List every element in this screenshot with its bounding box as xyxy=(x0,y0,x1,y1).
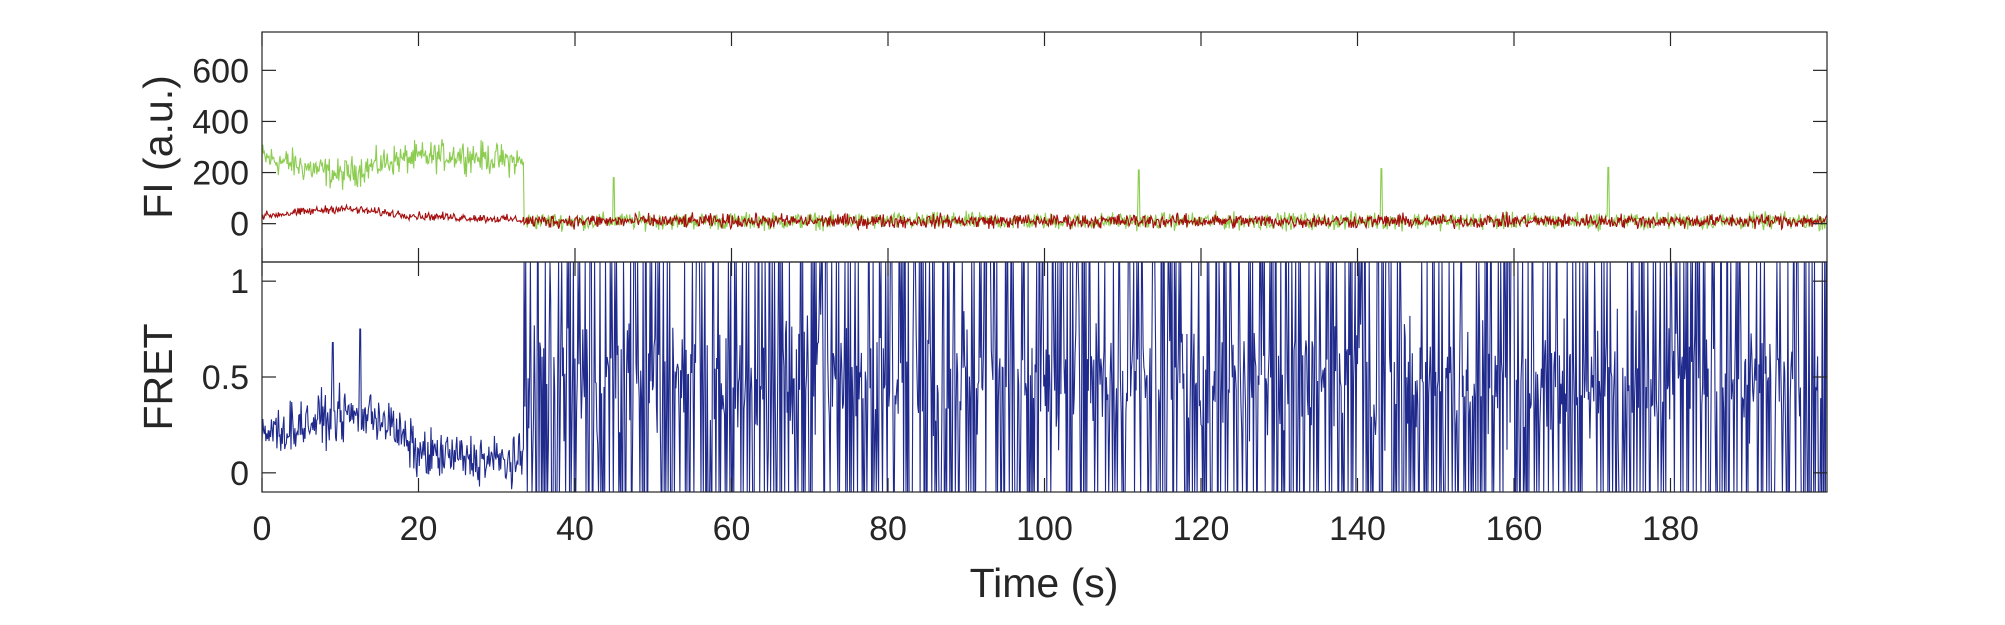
fluorescence-y-axis-label: FI (a.u.) xyxy=(135,75,181,219)
fluorescence-traces xyxy=(261,138,1828,232)
time-x-tick-label: 20 xyxy=(400,510,438,548)
time-x-tick-label: 180 xyxy=(1642,510,1699,548)
fluorescence-y-tick-label: 0 xyxy=(230,206,249,244)
fret-trace xyxy=(261,261,1828,493)
fret-series-1-line xyxy=(261,261,1828,493)
time-x-tick-label: 160 xyxy=(1486,510,1543,548)
time-x-tick-label: 40 xyxy=(556,510,594,548)
time-x-tick-label: 80 xyxy=(869,510,907,548)
time-x-tick-label: 120 xyxy=(1173,510,1230,548)
fret-ticks: 0 0.5 1 0 20 40 60 80 100 120 140 160 180 xyxy=(202,262,1827,548)
time-x-tick-label: 0 xyxy=(253,510,272,548)
time-x-tick-label: 100 xyxy=(1016,510,1073,548)
fret-y-tick-label: 0.5 xyxy=(202,359,249,397)
fluorescence-y-tick-label: 600 xyxy=(192,52,249,90)
fluorescence-series-2-line xyxy=(261,203,1828,232)
time-x-tick-label: 60 xyxy=(713,510,751,548)
fluorescence-y-ticks: 0 200 400 600 xyxy=(192,32,1827,262)
fluorescence-panel: 0 200 400 600 FI (a.u.) xyxy=(135,31,1828,263)
fluorescence-y-tick-label: 200 xyxy=(192,155,249,193)
fret-y-tick-label: 0 xyxy=(230,455,249,493)
fret-panel: 0 0.5 1 0 20 40 60 80 100 120 140 160 180 FRET Time … xyxy=(135,261,1828,606)
fret-y-axis-label: FRET xyxy=(135,323,181,430)
fluorescence-y-tick-label: 400 xyxy=(192,103,249,141)
time-x-tick-label: 140 xyxy=(1329,510,1386,548)
fret-y-tick-label: 1 xyxy=(230,263,249,301)
time-x-axis-label: Time (s) xyxy=(970,560,1119,606)
